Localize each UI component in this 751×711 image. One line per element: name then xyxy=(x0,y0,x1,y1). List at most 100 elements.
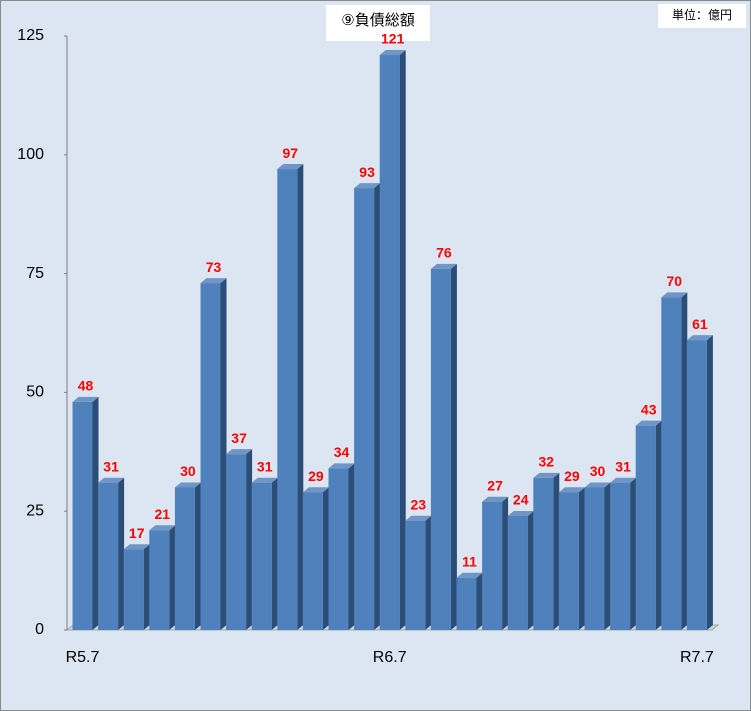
bar-top xyxy=(123,544,150,550)
bar-top xyxy=(302,487,329,493)
unit-label: 単位：億円 xyxy=(672,7,732,22)
value-label: 34 xyxy=(334,444,350,460)
x-tick-label: R5.7 xyxy=(66,649,100,666)
bar-side xyxy=(681,292,688,630)
bar-top xyxy=(456,572,483,578)
bar-side xyxy=(604,482,611,630)
bar-top xyxy=(251,477,278,483)
bar-top xyxy=(584,482,611,488)
bar-side xyxy=(527,510,534,630)
bar-top xyxy=(405,515,432,521)
bar-side xyxy=(194,482,201,630)
bar-top xyxy=(226,449,253,455)
bar xyxy=(72,401,93,630)
bar xyxy=(507,515,528,630)
bar xyxy=(302,492,323,630)
bar xyxy=(226,454,247,630)
value-label: 61 xyxy=(692,316,708,332)
bar xyxy=(558,492,579,630)
value-label: 121 xyxy=(381,31,405,47)
bar-top xyxy=(661,292,688,298)
bar xyxy=(430,268,451,630)
value-label: 27 xyxy=(487,477,503,493)
bar xyxy=(328,468,349,630)
bar-top xyxy=(328,463,355,469)
bar xyxy=(123,549,144,630)
bar-top xyxy=(430,263,457,269)
bar xyxy=(405,520,426,630)
bar-side xyxy=(630,477,637,630)
title-box xyxy=(326,5,430,41)
bar xyxy=(354,188,375,630)
bar xyxy=(610,482,631,630)
value-label: 11 xyxy=(462,553,477,569)
bar-side xyxy=(322,487,329,630)
bar xyxy=(686,340,707,630)
bar-top xyxy=(610,477,637,483)
bar-side xyxy=(297,164,304,630)
value-label: 21 xyxy=(155,506,171,522)
value-label: 30 xyxy=(180,463,196,479)
value-label: 29 xyxy=(564,468,580,484)
value-label: 97 xyxy=(283,145,299,161)
bar xyxy=(149,530,170,630)
bar-top xyxy=(72,396,99,402)
y-tick-label: 100 xyxy=(17,146,44,163)
bar-top xyxy=(507,510,534,516)
x-tick-label: R6.7 xyxy=(373,649,407,666)
bar xyxy=(200,283,221,630)
value-label: 17 xyxy=(129,525,145,541)
bar-top xyxy=(533,472,560,478)
bar xyxy=(456,577,477,630)
bar-side xyxy=(169,525,176,630)
bar xyxy=(635,425,656,630)
bar xyxy=(277,169,298,630)
y-tick-label: 125 xyxy=(17,27,44,44)
bar xyxy=(533,477,554,630)
bar-side xyxy=(706,335,713,630)
bar xyxy=(584,487,605,630)
bar-side xyxy=(143,544,150,630)
bar-side xyxy=(425,515,432,630)
value-label: 24 xyxy=(513,492,529,508)
bar xyxy=(482,501,503,630)
value-label: 76 xyxy=(436,245,452,261)
value-label: 30 xyxy=(590,463,606,479)
value-label: 70 xyxy=(667,273,683,289)
y-tick-label: 75 xyxy=(26,265,44,282)
bar-top xyxy=(174,482,201,488)
value-label: 29 xyxy=(308,468,324,484)
bar-side xyxy=(655,420,662,630)
value-label: 93 xyxy=(359,164,375,180)
bar-side xyxy=(553,472,560,630)
bar-top xyxy=(635,420,662,426)
value-label: 32 xyxy=(539,454,555,470)
value-label: 37 xyxy=(231,430,247,446)
value-label: 23 xyxy=(411,496,427,512)
bar-side xyxy=(246,449,253,630)
value-label: 31 xyxy=(615,458,631,474)
bar-side xyxy=(374,183,381,630)
bar-top xyxy=(379,50,406,56)
bar-top xyxy=(98,477,125,483)
bar-side xyxy=(118,477,125,630)
bar-side xyxy=(92,396,99,630)
bar-side xyxy=(271,477,278,630)
bar-top xyxy=(277,164,304,170)
bar xyxy=(379,55,400,631)
bar xyxy=(174,487,195,630)
bar-side xyxy=(220,278,227,630)
x-tick-label: R7.7 xyxy=(680,649,714,666)
value-label: 31 xyxy=(103,458,119,474)
bar-top xyxy=(482,496,509,502)
bar-side xyxy=(502,496,509,630)
value-label: 31 xyxy=(257,458,273,474)
y-tick-label: 50 xyxy=(26,384,44,401)
bar-side xyxy=(578,487,585,630)
bar-top xyxy=(686,335,713,341)
bar-top xyxy=(149,525,176,531)
bar-side xyxy=(399,50,406,631)
y-tick-label: 0 xyxy=(35,621,44,638)
unit-box xyxy=(658,4,746,28)
